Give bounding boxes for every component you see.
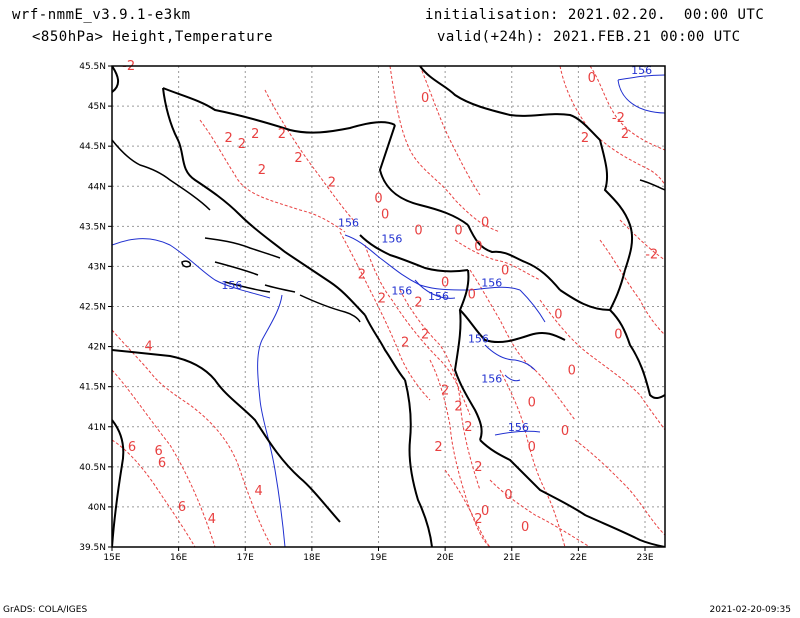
isotherm-label: 0 (588, 71, 596, 86)
isotherm-label: 0 (561, 424, 569, 439)
isotherm-label: 0 (481, 215, 489, 230)
lat-tick-label: 40N (88, 503, 106, 513)
isotherm-label: 4 (254, 484, 262, 499)
footer-timestamp: 2021-02-20-09:35 (709, 605, 792, 615)
longitude-axis: 15E 16E 17E 18E 19E 20E 21E 22E 23E (103, 547, 654, 563)
lon-tick-label: 16E (170, 553, 187, 563)
isotherm-label: 4 (145, 340, 153, 355)
isotherm-label: 2 (434, 440, 442, 455)
isotherm-label: 0 (474, 239, 482, 254)
lat-tick-label: 42.5N (79, 303, 106, 313)
isotherm-label: 0 (468, 287, 476, 302)
isotherm-label: 2 (294, 151, 302, 166)
isotherm-label: 2 (251, 127, 259, 142)
lon-tick-label: 21E (503, 553, 520, 563)
grid-lines (112, 66, 665, 547)
isotherm-label: 0 (614, 328, 622, 343)
height-contours (112, 74, 665, 547)
isotherm-label: 2 (224, 131, 232, 146)
lat-tick-label: 40.5N (79, 463, 106, 473)
lat-tick-label: 45N (88, 102, 106, 112)
isotherm-label: 2 (474, 512, 482, 527)
isotherm-label: 0 (521, 520, 529, 535)
isotherm-label: -2 (645, 247, 658, 262)
height-contour-label: 156 (391, 284, 412, 297)
height-contour-label: 156 (338, 216, 359, 229)
lat-tick-label: 43.5N (79, 222, 106, 232)
isotherm-label: 2 (401, 336, 409, 351)
height-contour-label: 156 (221, 279, 242, 292)
lat-tick-label: 43N (88, 262, 106, 272)
isotherm-label: 0 (441, 275, 449, 290)
height-contour-label: 156 (631, 64, 652, 77)
isotherm-label: 0 (554, 308, 562, 323)
lat-tick-label: 44N (88, 182, 106, 192)
height-contour-label: 156 (468, 333, 489, 346)
latitude-axis: 39.5N 40N 40.5N 41N 41.5N 42N 42.5N 43N 43.5N 44N… (79, 62, 112, 553)
isotherm-label: 2 (378, 291, 386, 306)
lat-tick-label: 39.5N (79, 543, 106, 553)
field-description: <850hPa> Height,Temperature (32, 29, 274, 45)
isotherm-label: 0 (374, 191, 382, 206)
isotherm-label: 2 (258, 163, 266, 178)
lon-tick-label: 18E (303, 553, 320, 563)
isotherm-label: 2 (421, 328, 429, 343)
isotherm-label: -2 (612, 111, 625, 126)
lon-tick-label: 17E (237, 553, 254, 563)
lon-tick-label: 20E (437, 553, 454, 563)
lon-tick-label: 22E (570, 553, 587, 563)
height-contour-label: 156 (381, 232, 402, 245)
isotherm-label: 0 (504, 488, 512, 503)
isotherm-label: 2 (358, 267, 366, 282)
isotherm-label: 2 (464, 420, 472, 435)
isotherm-label: 2 (238, 137, 246, 152)
valid-time: valid(+24h): 2021.FEB.21 00:00 UTC (437, 29, 741, 45)
lat-tick-label: 41N (88, 423, 106, 433)
isotherm-label: 0 (528, 396, 536, 411)
height-contour-label: 156 (428, 290, 449, 303)
isotherm-label: 0 (501, 263, 509, 278)
isotherm-label: 6 (154, 444, 162, 459)
model-name: wrf-nmmE_v3.9.1-e3km (12, 7, 191, 23)
lon-tick-label: 15E (103, 553, 120, 563)
isotherm-label: 6 (128, 440, 136, 455)
isotherm-label: 0 (528, 440, 536, 455)
isotherm-label: 2 (454, 400, 462, 415)
lat-tick-label: 42N (88, 343, 106, 353)
isotherm-label: 0 (454, 223, 462, 238)
isotherm-label: 0 (568, 364, 576, 379)
height-contour-label: 156 (481, 276, 502, 289)
isotherm-label: 2 (278, 127, 286, 142)
height-labels: 156 156 156 156 156 156 156 156 156 156 (221, 64, 652, 434)
temperature-contours (112, 66, 665, 547)
isotherm-label: 0 (481, 504, 489, 519)
isotherm-label: 6 (178, 500, 186, 515)
footer-credit: GrADS: COLA/IGES (3, 605, 88, 615)
initialisation-time: initialisation: 2021.02.20. 00:00 UTC (425, 7, 765, 23)
coastlines-and-borders (112, 66, 665, 547)
lat-tick-label: 44.5N (79, 142, 106, 152)
isotherm-label: 0 (381, 207, 389, 222)
isotherm-label: 0 (421, 91, 429, 106)
lat-tick-label: 45.5N (79, 62, 106, 72)
isotherm-label: 6 (158, 456, 166, 471)
lon-tick-label: 23E (636, 553, 653, 563)
isotherm-label: 2 (328, 175, 336, 190)
height-contour-label: 156 (481, 373, 502, 386)
lat-tick-label: 41.5N (79, 383, 106, 393)
isotherm-label: 0 (414, 223, 422, 238)
height-contour-label: 156 (508, 421, 529, 434)
isotherm-label: 2 (414, 296, 422, 311)
isotherm-label: 2 (621, 127, 629, 142)
isotherm-label: 2 (474, 460, 482, 475)
lon-tick-label: 19E (370, 553, 387, 563)
isotherm-label: 2 (441, 384, 449, 399)
isotherm-label: 4 (208, 512, 216, 527)
isotherm-label: 2 (581, 131, 589, 146)
